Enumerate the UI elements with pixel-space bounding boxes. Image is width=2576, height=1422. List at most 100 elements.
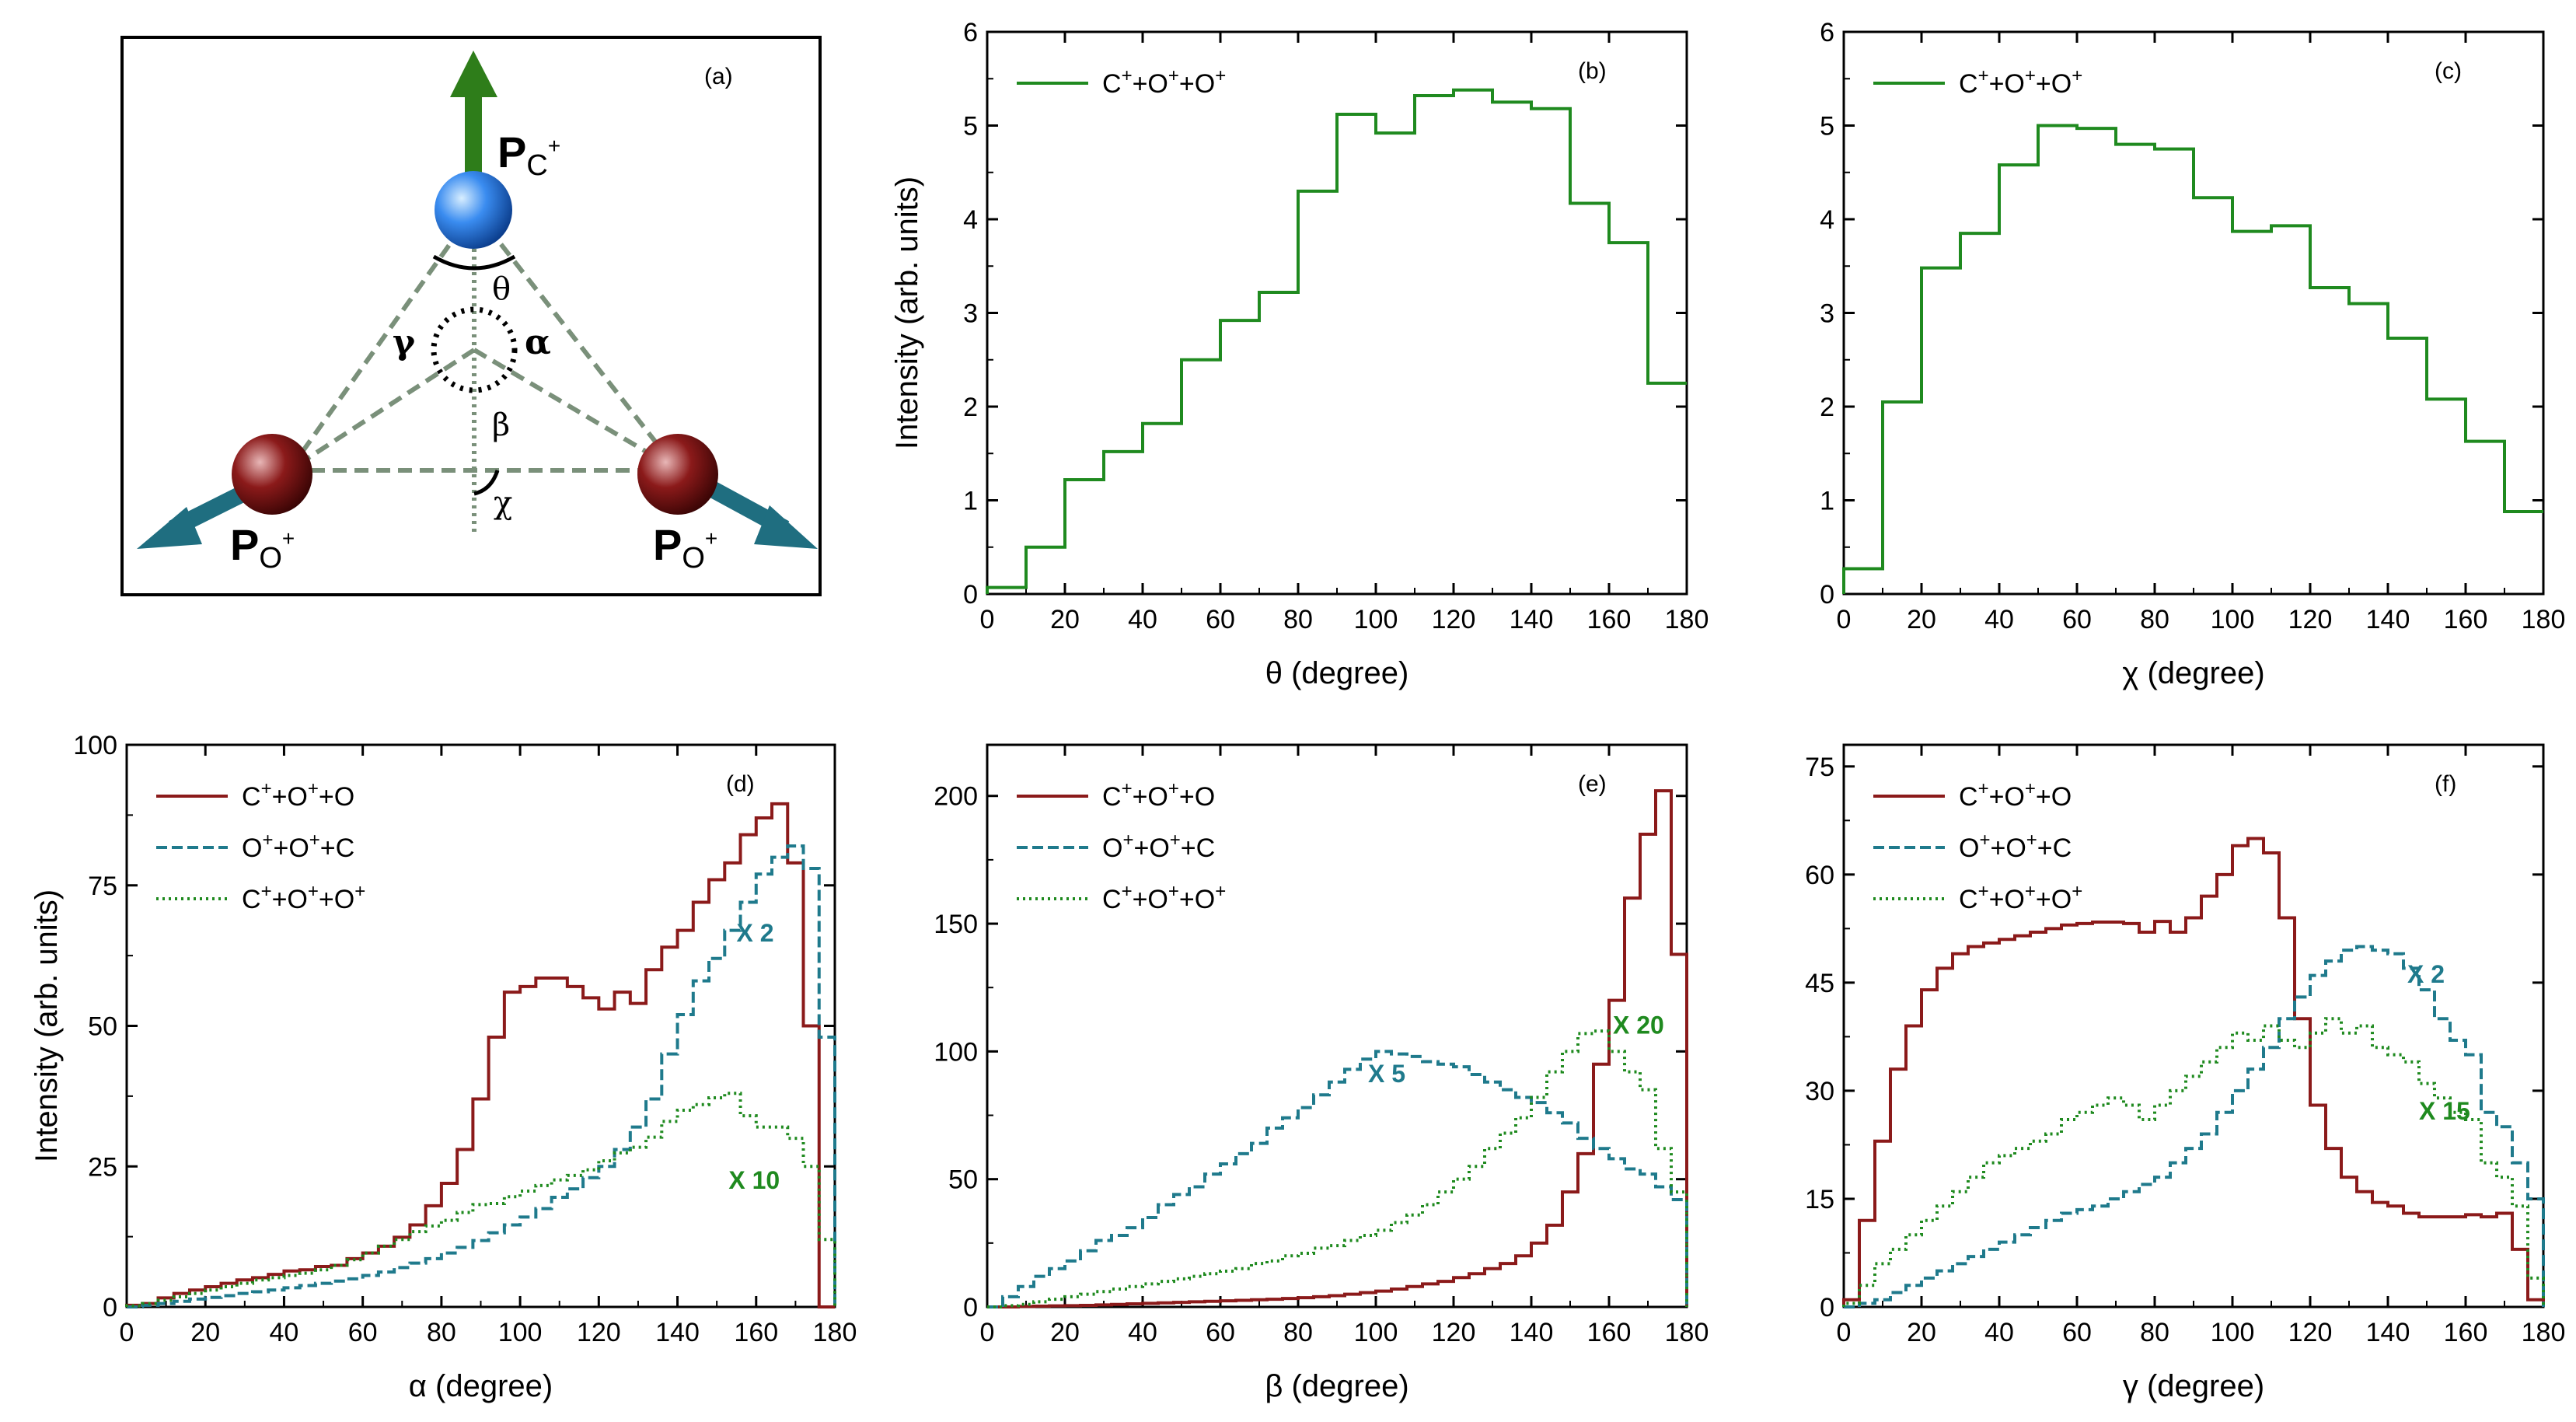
scale-annotation: X 10 bbox=[728, 1166, 780, 1194]
theta-arc bbox=[432, 254, 516, 271]
legend-text-part: + bbox=[1168, 881, 1179, 902]
arrow-o-right-head bbox=[754, 505, 818, 549]
legend-text-part: O bbox=[1959, 833, 1979, 863]
theta-label: θ bbox=[492, 271, 511, 307]
y-tick-label: 0 bbox=[963, 580, 978, 610]
x-tick-label: 60 bbox=[2062, 1318, 2092, 1347]
legend-text-part: +O bbox=[2036, 69, 2072, 99]
triangle-dashed-lines bbox=[287, 208, 680, 473]
legend-text-part: + bbox=[309, 830, 320, 851]
x-axis-label: β (degree) bbox=[1265, 1369, 1408, 1403]
y-tick-label: 15 bbox=[1805, 1185, 1834, 1214]
y-tick-label: 6 bbox=[963, 18, 978, 47]
x-axis-label: θ (degree) bbox=[1265, 656, 1409, 690]
legend-text-part: +O bbox=[272, 782, 308, 812]
y-tick-label: 0 bbox=[1820, 1293, 1834, 1322]
x-tick-label: 20 bbox=[1050, 605, 1080, 634]
series-line-2 bbox=[987, 1050, 1688, 1308]
series-line-3 bbox=[1842, 1017, 2545, 1307]
x-tick-label: 140 bbox=[2366, 1318, 2410, 1347]
y-axis-ticks: 0 15 30 45 60 75 bbox=[1805, 753, 2543, 1322]
legend-text-part: +O bbox=[1179, 69, 1215, 99]
legend-text-part: +O bbox=[272, 885, 308, 914]
legend-text-part: +O bbox=[1133, 833, 1169, 863]
legend-text-part: +O bbox=[1133, 782, 1168, 812]
y-tick-label: 1 bbox=[963, 487, 978, 516]
x-tick-label: 0 bbox=[120, 1318, 134, 1347]
legend-entry: C++O++O+ bbox=[1102, 65, 1226, 99]
x-axis-label: α (degree) bbox=[409, 1369, 553, 1403]
y-axis-ticks: 0 1 2 3 4 5 6 bbox=[963, 18, 1687, 610]
legend-text-part: +O bbox=[319, 885, 354, 914]
legend-text-part: + bbox=[2026, 830, 2037, 851]
x-tick-label: 160 bbox=[1587, 605, 1632, 634]
y-tick-label: 30 bbox=[1805, 1077, 1834, 1106]
legend-text-part: +O bbox=[2036, 782, 2072, 812]
panel-d-alpha-chart: 0 20 40 60 80 100 120 140 160 180 0 25 50 75 100 α (deg… bbox=[30, 731, 857, 1403]
legend-entry: C++O++O+ bbox=[1959, 65, 2082, 99]
legend-text-part: C bbox=[1102, 885, 1122, 914]
series-line-1 bbox=[1842, 837, 2545, 1307]
y-tick-label: 100 bbox=[934, 1037, 978, 1067]
legend: C++O++O+ bbox=[1017, 65, 1226, 99]
x-tick-label: 20 bbox=[1907, 1318, 1936, 1347]
x-tick-label: 100 bbox=[1354, 605, 1398, 634]
x-tick-label: 140 bbox=[655, 1318, 700, 1347]
x-tick-label: 80 bbox=[427, 1318, 456, 1347]
series-line-1 bbox=[1842, 124, 2543, 594]
y-tick-label: 3 bbox=[1820, 299, 1834, 329]
chi-arc bbox=[473, 470, 500, 496]
legend-text-part: C bbox=[1959, 69, 1978, 99]
legend: C++O++O+ bbox=[1873, 65, 2082, 99]
x-axis-ticks: 0 20 40 60 80 100 120 140 160 180 bbox=[980, 32, 1709, 634]
x-tick-label: 0 bbox=[1837, 1318, 1852, 1347]
x-tick-label: 80 bbox=[1283, 1318, 1313, 1347]
y-tick-label: 0 bbox=[1820, 580, 1834, 610]
plot-frame bbox=[1842, 743, 2545, 1308]
legend-text-part: + bbox=[2025, 881, 2036, 902]
oxygen-ion-left bbox=[232, 434, 312, 515]
y-tick-label: 5 bbox=[963, 112, 978, 142]
momentum-label-o-left: PO+ bbox=[230, 520, 295, 575]
legend-text-part: +C bbox=[1181, 833, 1215, 863]
plot-frame bbox=[125, 743, 836, 1308]
legend-entry: C++O++O+ bbox=[1959, 881, 2082, 914]
series-line-3 bbox=[987, 1029, 1688, 1308]
x-tick-label: 20 bbox=[1050, 1318, 1080, 1347]
legend-text-part: + bbox=[1215, 65, 1226, 86]
panel-b-theta-chart: 0 20 40 60 80 100 120 140 160 180 0 1 2 3 4 5 6 θ (degree… bbox=[890, 18, 1709, 690]
x-tick-label: 40 bbox=[1128, 1318, 1157, 1347]
legend-text-part: + bbox=[354, 881, 365, 902]
x-tick-label: 0 bbox=[980, 1318, 995, 1347]
legend-text-part: +O bbox=[1989, 782, 2025, 812]
legend-text-part: C bbox=[242, 885, 261, 914]
y-tick-label: 4 bbox=[963, 205, 978, 235]
legend-entry: C++O++O+ bbox=[1102, 881, 1226, 914]
legend-entry: C++O++O bbox=[242, 778, 354, 812]
x-tick-label: 100 bbox=[2211, 605, 2255, 634]
legend-text-part: C bbox=[1102, 782, 1122, 812]
y-tick-label: 1 bbox=[1820, 487, 1834, 516]
x-axis-label: γ (degree) bbox=[2123, 1369, 2264, 1403]
x-tick-label: 180 bbox=[2522, 1318, 2566, 1347]
x-tick-label: 40 bbox=[1984, 605, 2014, 634]
y-tick-label: 60 bbox=[1805, 861, 1834, 890]
legend-text-part: + bbox=[1170, 830, 1181, 851]
legend-text-part: + bbox=[1122, 65, 1133, 86]
y-tick-label: 100 bbox=[73, 731, 117, 760]
y-tick-label: 75 bbox=[1805, 753, 1834, 782]
legend-text-part: C bbox=[242, 782, 261, 812]
y-tick-label: 50 bbox=[88, 1012, 117, 1042]
legend-text-part: + bbox=[1122, 778, 1133, 799]
legend-text-part: + bbox=[261, 881, 272, 902]
gamma-label: γ bbox=[393, 323, 416, 362]
legend-text-part: +O bbox=[319, 782, 354, 812]
scale-annotation: X 5 bbox=[1368, 1060, 1405, 1088]
legend-entry: C++O++O+ bbox=[242, 881, 365, 914]
x-tick-label: 60 bbox=[1206, 1318, 1235, 1347]
x-tick-label: 180 bbox=[1665, 1318, 1709, 1347]
momentum-label-c: PC+ bbox=[497, 128, 560, 182]
series-line-1 bbox=[987, 789, 1688, 1308]
legend-text-part: + bbox=[1215, 881, 1226, 902]
x-tick-label: 120 bbox=[2288, 1318, 2333, 1347]
